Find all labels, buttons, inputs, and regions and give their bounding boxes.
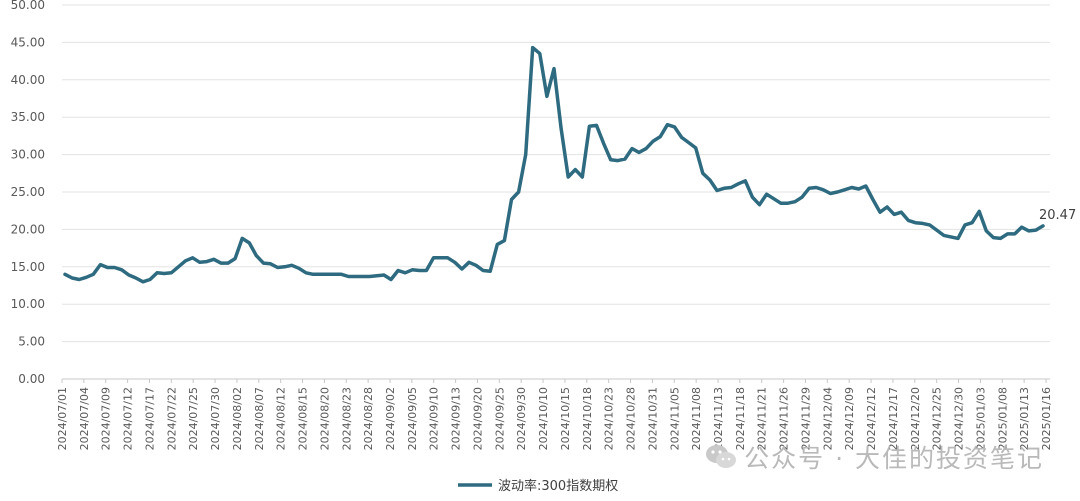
end-value-label: 20.47 (1039, 208, 1076, 223)
x-tick-label: 2024/08/28 (362, 387, 375, 450)
x-tick-label: 2024/09/25 (493, 387, 506, 450)
x-tick-label: 2024/08/15 (297, 387, 310, 450)
y-tick-label: 40.00 (11, 73, 45, 87)
legend: 波动率:300指数期权 (458, 478, 618, 494)
y-tick-label: 25.00 (11, 185, 45, 199)
x-tick-label: 2024/11/21 (756, 387, 769, 450)
x-tick-label: 2024/09/10 (428, 387, 441, 450)
x-tick-label: 2024/11/08 (690, 387, 703, 450)
y-tick-label: 5.00 (18, 335, 45, 349)
x-tick-label: 2024/09/02 (384, 387, 397, 450)
x-tick-label: 2024/10/15 (559, 387, 572, 450)
x-tick-label: 2024/08/20 (318, 387, 331, 450)
x-tick-label: 2025/01/03 (974, 387, 987, 450)
y-axis-ticks: 0.00 5.00 10.00 15.00 20.00 25.00 30.00 35.00 40… (11, 0, 45, 386)
y-tick-label: 0.00 (18, 372, 45, 386)
x-tick-label: 2024/07/12 (122, 387, 135, 450)
y-tick-label: 45.00 (11, 35, 45, 49)
y-tick-label: 30.00 (11, 148, 45, 162)
x-tick-label: 2024/11/13 (712, 387, 725, 450)
x-tick-label: 2024/12/12 (865, 387, 878, 450)
gridlines (62, 4, 1050, 343)
y-tick-label: 15.00 (11, 260, 45, 274)
x-tick-label: 2024/08/12 (275, 387, 288, 450)
x-tick-label: 2024/09/20 (471, 387, 484, 450)
x-tick-label: 2024/07/25 (187, 387, 200, 450)
x-tick-label: 2025/01/13 (1018, 387, 1031, 450)
x-tick-label: 2024/09/05 (406, 387, 419, 450)
x-tick-label: 2024/12/09 (843, 387, 856, 450)
x-tick-label: 2025/01/16 (1040, 387, 1053, 450)
x-tick-label: 2024/11/26 (778, 387, 791, 450)
x-tick-label: 2024/12/04 (821, 387, 834, 450)
y-tick-label: 10.00 (11, 297, 45, 311)
x-tick-label: 2024/10/18 (581, 387, 594, 450)
x-tick-label: 2024/12/20 (909, 387, 922, 450)
x-axis-ticks: 2024/07/01 2024/07/04 2024/07/09 2024/07/12… (56, 379, 1053, 450)
x-tick-label: 2024/11/29 (799, 387, 812, 450)
x-tick-label: 2024/10/28 (625, 387, 638, 450)
x-tick-label: 2024/12/17 (887, 387, 900, 450)
x-tick-label: 2024/07/04 (78, 387, 91, 450)
x-tick-label: 2024/12/25 (931, 387, 944, 450)
x-tick-label: 2024/07/22 (165, 387, 178, 450)
legend-label: 波动率:300指数期权 (498, 478, 618, 494)
x-tick-label: 2024/07/30 (209, 387, 222, 450)
x-tick-label: 2024/07/01 (56, 387, 69, 450)
x-tick-label: 2024/08/02 (231, 387, 244, 450)
x-tick-label: 2024/10/10 (537, 387, 550, 450)
series-line (63, 45, 1045, 284)
x-tick-label: 2024/09/30 (515, 387, 528, 450)
y-tick-label: 20.00 (11, 222, 45, 236)
y-tick-label: 50.00 (11, 0, 45, 12)
x-tick-label: 2024/11/05 (668, 387, 681, 450)
y-tick-label: 35.00 (11, 110, 45, 124)
watermark: 公众号 · 大佳的投资笔记 (704, 439, 1044, 475)
x-tick-label: 2024/08/23 (340, 387, 353, 450)
x-tick-label: 2024/12/30 (953, 387, 966, 450)
x-tick-label: 2024/07/17 (143, 387, 156, 450)
x-tick-label: 2024/11/18 (734, 387, 747, 450)
x-tick-label: 2024/09/13 (450, 387, 463, 450)
x-tick-label: 2024/10/31 (646, 387, 659, 450)
x-tick-label: 2024/08/07 (253, 387, 266, 450)
x-tick-label: 2024/07/09 (100, 387, 113, 450)
watermark-text: 公众号 · 大佳的投资笔记 (744, 444, 1044, 473)
wechat-icon (706, 445, 737, 468)
x-tick-label: 2024/10/23 (603, 387, 616, 450)
x-tick-label: 2025/01/08 (996, 387, 1009, 450)
